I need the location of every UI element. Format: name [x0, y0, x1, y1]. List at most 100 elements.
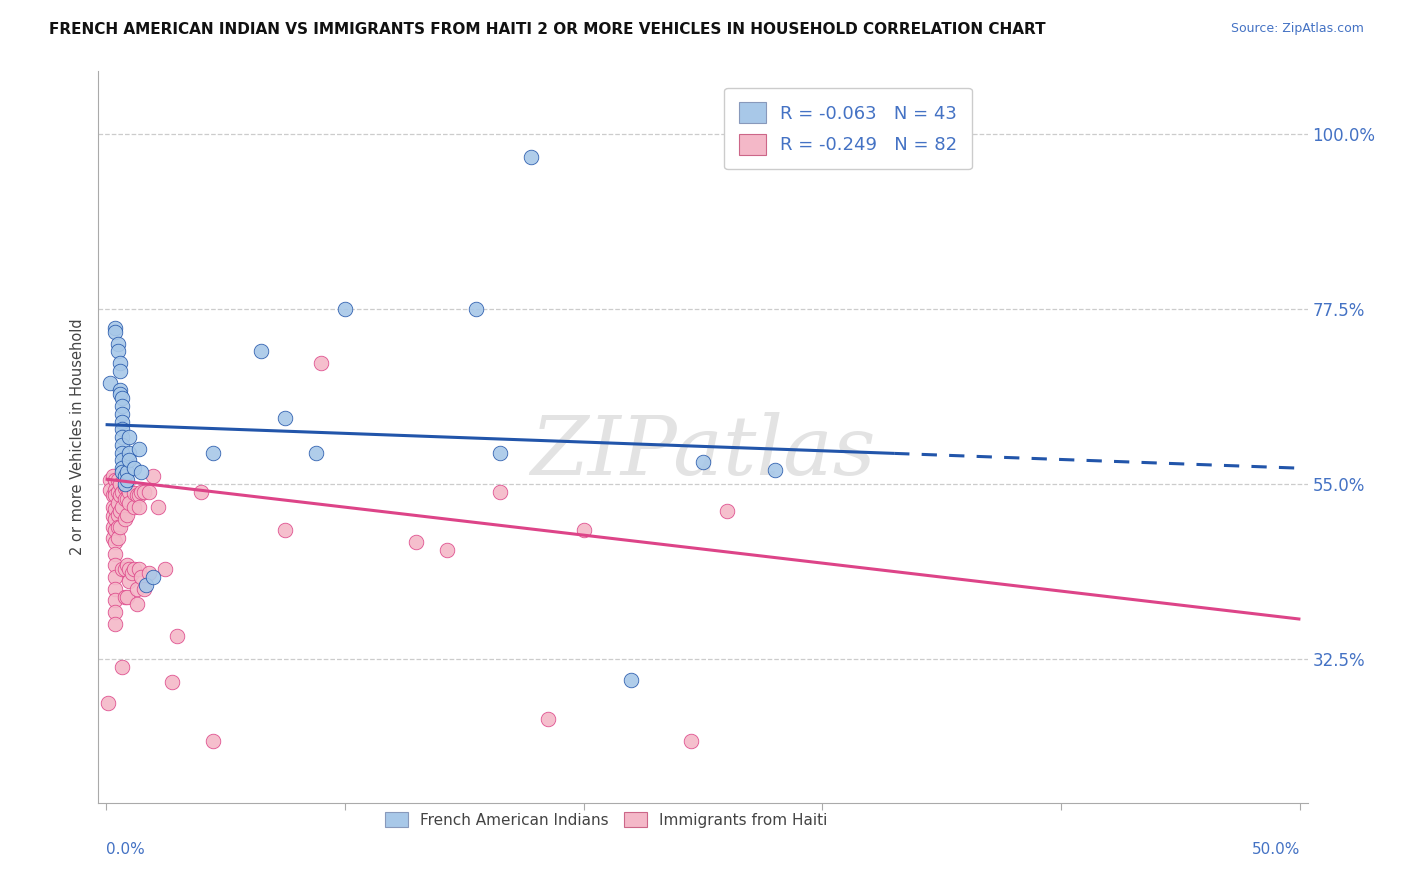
Point [107, 336, 129, 351]
Point [132, 484, 155, 499]
Point [114, 590, 136, 604]
Point [107, 519, 129, 533]
Point [114, 481, 136, 495]
Point [104, 483, 127, 497]
Point [108, 364, 131, 378]
Point [138, 566, 160, 581]
Point [111, 445, 134, 459]
Point [118, 453, 141, 467]
Point [122, 500, 145, 515]
Point [122, 486, 145, 500]
Point [111, 438, 134, 452]
Point [405, 535, 427, 549]
Point [111, 407, 134, 421]
Point [107, 508, 129, 522]
Point [489, 484, 512, 499]
Point [118, 484, 141, 499]
Point [114, 492, 136, 507]
Point [118, 430, 141, 444]
Point [118, 496, 141, 510]
Point [104, 524, 127, 538]
Text: 50.0%: 50.0% [1251, 842, 1301, 856]
Point [104, 321, 127, 335]
Point [104, 501, 127, 516]
Point [138, 484, 160, 499]
Point [121, 566, 143, 581]
Point [128, 500, 150, 515]
Point [114, 512, 136, 526]
Point [125, 582, 148, 596]
Point [118, 562, 141, 576]
Point [108, 476, 131, 491]
Point [118, 445, 141, 459]
Point [146, 500, 169, 515]
Point [98, 376, 121, 390]
Point [104, 605, 127, 619]
Point [166, 628, 188, 642]
Point [132, 582, 155, 596]
Point [274, 524, 297, 538]
Point [101, 469, 124, 483]
Point [104, 570, 127, 584]
Point [107, 473, 129, 487]
Point [104, 535, 127, 549]
Point [111, 465, 134, 479]
Point [98, 473, 121, 487]
Point [131, 484, 153, 499]
Point [108, 387, 131, 401]
Point [108, 519, 131, 533]
Point [128, 442, 150, 456]
Point [104, 582, 127, 596]
Point [104, 488, 127, 502]
Point [107, 531, 129, 545]
Point [104, 325, 127, 339]
Point [101, 500, 124, 515]
Point [98, 483, 121, 497]
Point [111, 484, 134, 499]
Point [108, 356, 131, 370]
Point [115, 558, 138, 573]
Point [111, 391, 134, 405]
Point [620, 673, 643, 687]
Point [692, 455, 714, 469]
Point [101, 531, 124, 545]
Point [274, 410, 297, 425]
Point [111, 461, 134, 475]
Point [101, 509, 124, 524]
Point [104, 616, 127, 631]
Point [111, 399, 134, 413]
Point [131, 570, 153, 584]
Point [520, 150, 543, 164]
Point [128, 562, 150, 576]
Point [465, 301, 488, 316]
Text: Source: ZipAtlas.com: Source: ZipAtlas.com [1230, 22, 1364, 36]
Point [101, 519, 124, 533]
Point [111, 500, 134, 515]
Point [190, 484, 212, 499]
Point [572, 524, 595, 538]
Point [114, 476, 136, 491]
Point [716, 504, 738, 518]
Point [111, 422, 134, 436]
Point [104, 547, 127, 561]
Point [250, 344, 273, 359]
Point [115, 473, 138, 487]
Point [97, 696, 120, 710]
Point [114, 562, 136, 576]
Point [763, 463, 786, 477]
Point [115, 590, 138, 604]
Point [155, 562, 177, 576]
Point [104, 558, 127, 573]
Point [115, 492, 138, 507]
Point [122, 461, 145, 475]
Legend: French American Indians, Immigrants from Haiti: French American Indians, Immigrants from… [377, 804, 835, 836]
Point [104, 593, 127, 607]
Point [131, 465, 153, 479]
Point [107, 496, 129, 510]
Point [489, 445, 512, 459]
Y-axis label: 2 or more Vehicles in Household: 2 or more Vehicles in Household [70, 318, 86, 556]
Point [125, 488, 148, 502]
Point [142, 469, 165, 483]
Point [202, 733, 225, 747]
Point [114, 469, 136, 483]
